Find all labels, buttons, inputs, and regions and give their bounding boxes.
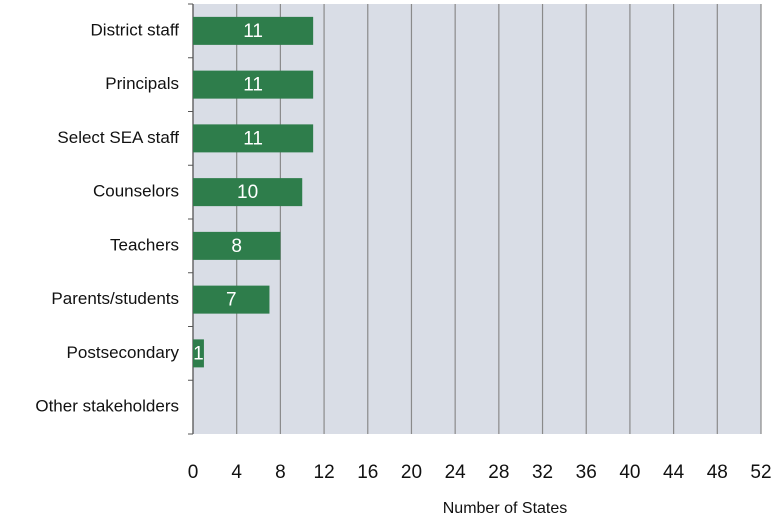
- value-label: 10: [237, 182, 258, 203]
- y-tick-label: Postsecondary: [67, 343, 180, 362]
- x-tick-label: 16: [357, 462, 378, 483]
- bar: [193, 339, 204, 368]
- value-label: 7: [226, 290, 237, 311]
- x-tick-label: 40: [619, 462, 640, 483]
- x-tick-label: 44: [663, 462, 685, 483]
- x-tick-label: 52: [750, 462, 771, 483]
- x-tick-label: 28: [488, 462, 509, 483]
- y-tick-label: Select SEA staff: [57, 128, 179, 147]
- x-tick-label: 36: [576, 462, 597, 483]
- x-tick-label: 4: [231, 462, 242, 483]
- x-tick-label: 32: [532, 462, 553, 483]
- bar: [193, 178, 303, 207]
- y-tick-label: Other stakeholders: [35, 397, 179, 416]
- bar: [193, 16, 314, 45]
- x-tick-label: 48: [707, 462, 728, 483]
- y-tick-label: Teachers: [110, 235, 179, 254]
- bar: [193, 285, 270, 314]
- x-tick-label: 24: [445, 462, 467, 483]
- y-tick-label: Counselors: [93, 182, 179, 201]
- value-label: 8: [231, 236, 242, 257]
- y-tick-label: Principals: [105, 74, 179, 93]
- y-tick-label: District staff: [91, 20, 180, 39]
- value-label: 11: [243, 128, 263, 149]
- bar: [193, 124, 314, 153]
- y-tick-label: Parents/students: [51, 289, 179, 308]
- plot-background: [193, 4, 761, 434]
- x-tick-label: 8: [275, 462, 286, 483]
- bar: [193, 231, 281, 260]
- x-axis-title: Number of States: [443, 500, 568, 517]
- bar: [193, 70, 314, 99]
- value-label: 11: [243, 21, 263, 42]
- x-tick-label: 0: [188, 462, 199, 483]
- value-label: 11: [243, 75, 263, 96]
- value-label: 1: [193, 343, 204, 364]
- x-tick-label: 20: [401, 462, 422, 483]
- x-tick-label: 12: [314, 462, 335, 483]
